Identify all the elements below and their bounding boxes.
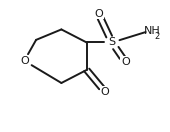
Text: O: O bbox=[20, 56, 29, 66]
Text: S: S bbox=[108, 37, 116, 48]
Text: O: O bbox=[94, 9, 103, 19]
Text: O: O bbox=[101, 87, 110, 97]
Text: 2: 2 bbox=[154, 32, 159, 41]
Text: O: O bbox=[121, 57, 130, 67]
Text: NH: NH bbox=[144, 26, 161, 36]
